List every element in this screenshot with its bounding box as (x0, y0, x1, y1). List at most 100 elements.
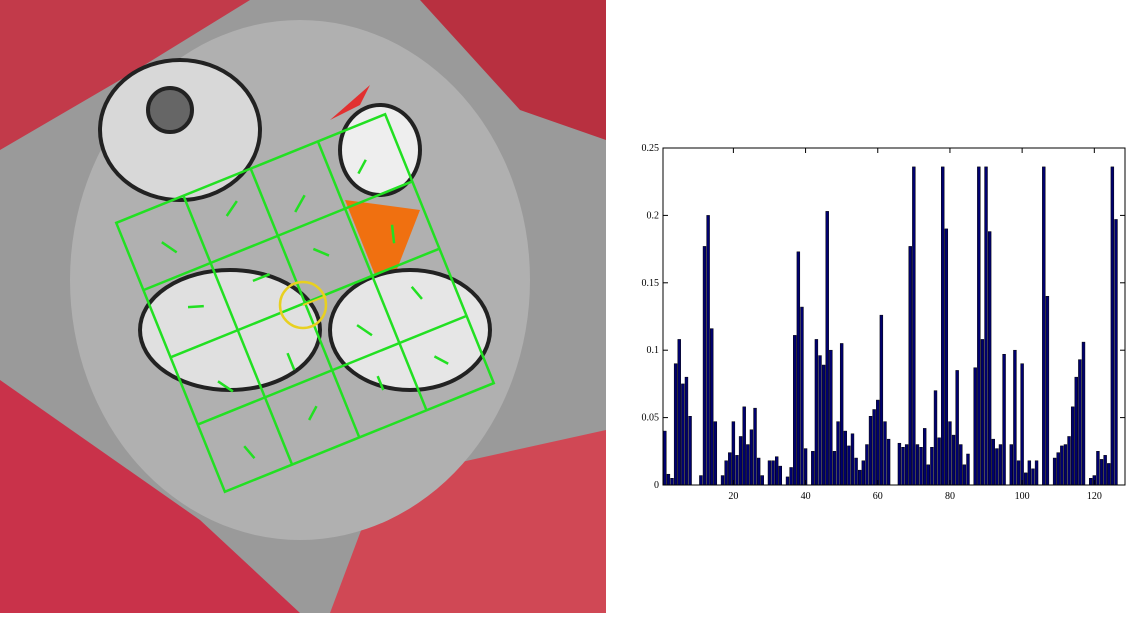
bar (1042, 167, 1045, 485)
y-tick-label: 0.15 (642, 278, 660, 289)
bar (909, 246, 912, 485)
bar (1032, 469, 1035, 485)
bar (858, 470, 861, 485)
bar (1089, 478, 1092, 485)
bar (761, 476, 764, 485)
bar (721, 476, 724, 485)
x-tick-label: 40 (801, 491, 811, 502)
bar (1013, 350, 1016, 485)
y-tick-label: 0.25 (642, 143, 660, 154)
bar (912, 167, 915, 485)
bar (992, 439, 995, 485)
bar (876, 400, 879, 485)
bar (714, 422, 717, 485)
bar (905, 445, 908, 485)
bar (1078, 360, 1081, 485)
bar (880, 315, 883, 485)
bar (829, 350, 832, 485)
y-tick-label: 0.05 (642, 413, 660, 424)
bar (739, 436, 742, 485)
bar (833, 451, 836, 485)
bar (772, 461, 775, 485)
bar (1003, 354, 1006, 485)
x-tick-label: 100 (1015, 491, 1030, 502)
bar (923, 428, 926, 485)
bar (801, 307, 804, 485)
bar (804, 449, 807, 485)
bar (967, 454, 970, 485)
bar (826, 211, 829, 485)
bar (1082, 342, 1085, 485)
bar (1096, 451, 1099, 485)
bar (847, 446, 850, 485)
bar (1115, 219, 1118, 485)
bar (945, 229, 948, 485)
bar (793, 335, 796, 485)
bar (685, 377, 688, 485)
bar (981, 339, 984, 485)
bar (1053, 458, 1056, 485)
bar (887, 439, 890, 485)
bar (674, 364, 677, 485)
bar (956, 370, 959, 485)
bar (746, 445, 749, 485)
bar (855, 458, 858, 485)
bar (768, 461, 771, 485)
bar (822, 365, 825, 485)
bar (1024, 473, 1027, 485)
bar (873, 410, 876, 485)
x-tick-label: 60 (873, 491, 883, 502)
bar (750, 430, 753, 485)
bar (851, 434, 854, 485)
bar (988, 232, 991, 485)
bar (1046, 296, 1049, 485)
bar (941, 167, 944, 485)
figure: 00.050.10.150.20.2520406080100120 (0, 0, 1127, 613)
x-tick-label: 20 (728, 491, 738, 502)
bar (678, 339, 681, 485)
bar (949, 422, 952, 485)
bar (1017, 461, 1020, 485)
bar (754, 408, 757, 485)
bar (1057, 453, 1060, 485)
bar (927, 465, 930, 485)
bar (728, 453, 731, 485)
bar (1071, 407, 1074, 485)
bar (663, 431, 666, 485)
bar (819, 356, 822, 485)
bar (732, 422, 735, 485)
bar (757, 458, 760, 485)
bar (797, 252, 800, 485)
bar (963, 465, 966, 485)
bar (1100, 459, 1103, 485)
bar (837, 422, 840, 485)
bar (959, 445, 962, 485)
bar (938, 438, 941, 485)
x-tick-label: 120 (1087, 491, 1102, 502)
bar (790, 467, 793, 485)
y-tick-label: 0 (654, 480, 659, 491)
bar (736, 455, 739, 485)
bar (671, 478, 674, 485)
bar (681, 384, 684, 485)
bar (995, 449, 998, 485)
bar (1107, 463, 1110, 485)
bar (977, 167, 980, 485)
bar (1060, 446, 1063, 485)
bar (1035, 461, 1038, 485)
x-tick-label: 80 (945, 491, 955, 502)
bar (743, 407, 746, 485)
bar (934, 391, 937, 485)
bar (869, 416, 872, 485)
bar (844, 431, 847, 485)
bar (1028, 461, 1031, 485)
bar (1021, 364, 1024, 485)
bar (1104, 455, 1107, 485)
bar (707, 215, 710, 485)
y-tick-label: 0.2 (647, 210, 660, 221)
bar (811, 451, 814, 485)
bar (862, 461, 865, 485)
bar (710, 329, 713, 485)
bar (703, 246, 706, 485)
bar (775, 457, 778, 485)
